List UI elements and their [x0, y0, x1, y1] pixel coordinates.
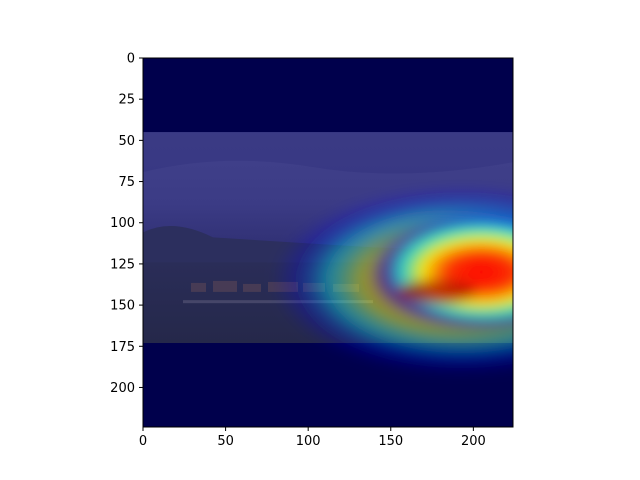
heatmap-image	[143, 58, 513, 427]
y-tick-label: 50	[118, 134, 135, 149]
y-tick-label: 150	[110, 299, 135, 314]
axes-frame	[142, 57, 514, 428]
x-tick-label: 100	[296, 434, 321, 449]
y-tick-label: 100	[110, 216, 135, 231]
x-tick-label: 200	[461, 434, 486, 449]
y-tick-label: 125	[110, 257, 135, 272]
photo-band	[143, 132, 513, 376]
y-tick-label: 175	[110, 340, 135, 355]
x-tick-label: 50	[217, 434, 234, 449]
overlay-image-svg	[143, 132, 513, 376]
x-tick-label: 150	[378, 434, 403, 449]
heat-overlay	[271, 185, 513, 376]
y-tick-label: 0	[127, 52, 135, 67]
x-tick-label: 0	[139, 434, 147, 449]
y-tick-label: 75	[118, 175, 135, 190]
y-tick-label: 25	[118, 93, 135, 108]
y-tick-label: 200	[110, 381, 135, 396]
